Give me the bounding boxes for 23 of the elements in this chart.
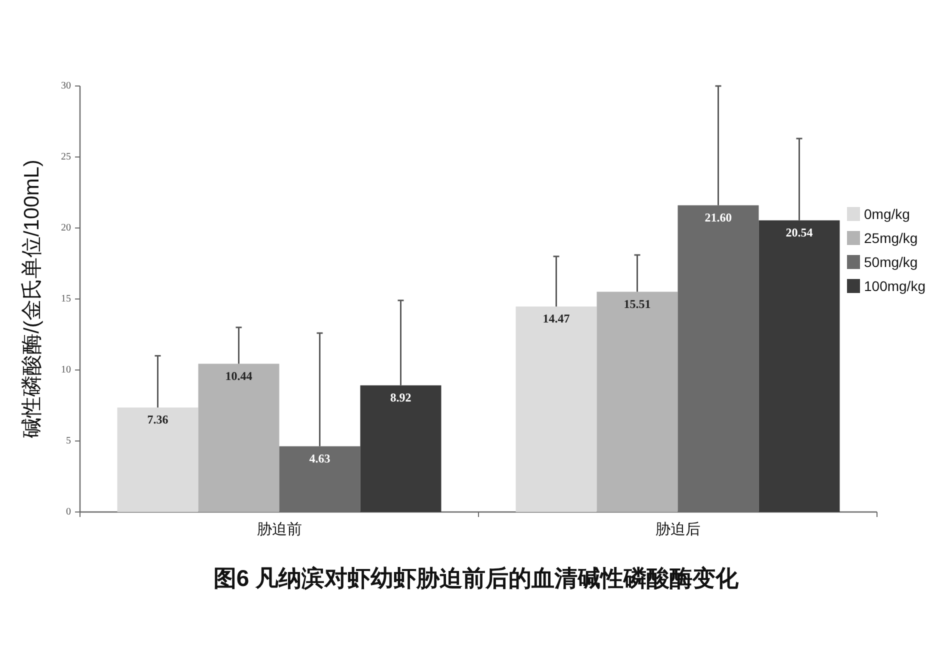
text: 图6 凡纳滨对虾幼虾胁迫前后的血清碱性磷酸酶变化 (213, 565, 740, 591)
data-label: 8.92 (390, 390, 412, 404)
x-tick-label: 胁迫后 (655, 521, 700, 538)
y-axis-title: 碱性磷酸酶/(金氏单位/100mL) (20, 160, 44, 438)
y-tick-label: 25 (61, 152, 71, 162)
data-label: 21.60 (704, 210, 732, 224)
y-tick-label: 0 (66, 506, 71, 518)
data-label: 4.63 (309, 451, 330, 466)
legend-label: 25mg/kg (864, 230, 918, 246)
data-label: 7.36 (147, 412, 168, 426)
legend-label: 50mg/kg (864, 254, 918, 270)
legend-label: 100mg/kg (864, 278, 926, 294)
y-tick-label: 15 (61, 294, 71, 304)
y-tick-label: 20 (61, 222, 71, 234)
y-tick-label: 5 (66, 436, 71, 446)
legend-label: 0mg/kg (864, 206, 910, 222)
data-label: 14.47 (542, 312, 570, 326)
y-tick-label: 30 (61, 80, 71, 92)
data-label: 20.54 (786, 225, 813, 240)
y-tick-label: 10 (61, 364, 71, 376)
x-tick-label: 胁迫前 (256, 521, 302, 538)
data-label: 10.44 (225, 368, 252, 383)
data-label: 15.51 (624, 296, 651, 311)
